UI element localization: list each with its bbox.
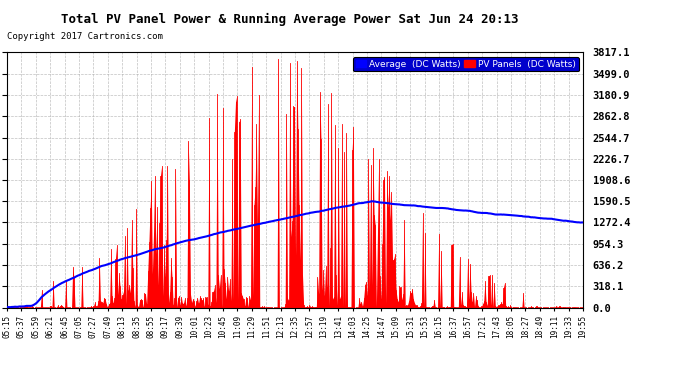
Legend: Average  (DC Watts), PV Panels  (DC Watts): Average (DC Watts), PV Panels (DC Watts) [353,57,578,71]
Text: Copyright 2017 Cartronics.com: Copyright 2017 Cartronics.com [7,32,163,41]
Text: Total PV Panel Power & Running Average Power Sat Jun 24 20:13: Total PV Panel Power & Running Average P… [61,13,519,26]
